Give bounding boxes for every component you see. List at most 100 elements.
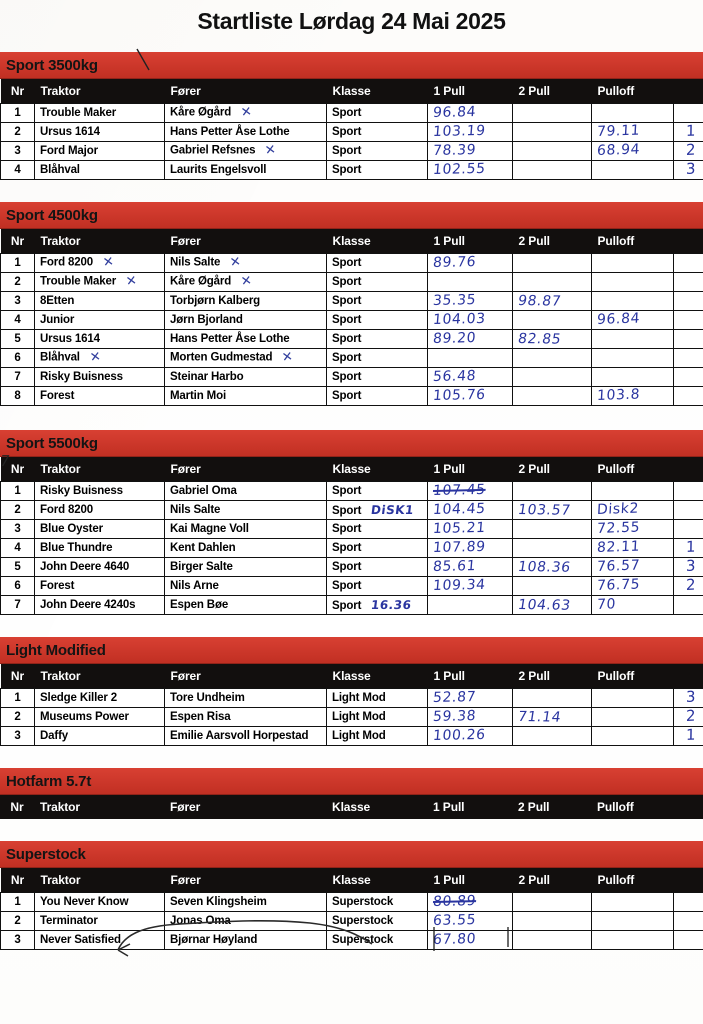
col-header-pull1: 1 Pull: [427, 78, 513, 104]
cell-pull2: 98.87: [512, 290, 592, 311]
col-header-forer: Fører: [164, 663, 327, 689]
handwritten-time: 71.14: [516, 708, 563, 726]
klasse-label: Sport: [332, 522, 362, 535]
results-table: Nr Traktor Fører Klasse 1 Pull 2 Pull Pulloff 1…: [0, 78, 703, 180]
forer-name: Kåre Øgård: [170, 275, 232, 288]
cell-klasse: Sport: [326, 385, 428, 406]
cell-forer: Nils Arne: [164, 575, 327, 596]
cell-klasse: Sport: [326, 140, 428, 161]
cell-pulloff: 96.84: [591, 309, 674, 330]
cell-pulloff: [591, 687, 674, 708]
section-band: Sport 3500kg: [0, 51, 703, 79]
cross-out-icon: ✕: [101, 254, 115, 271]
table-row: 3 Never Satisfied Bjørnar Høyland Superstoc…: [0, 929, 703, 950]
cell-traktor: Trouble Maker ✕: [34, 271, 165, 292]
cell-traktor: Ursus 1614: [34, 121, 165, 142]
cell-klasse: Sport: [326, 480, 428, 501]
section-band: Sport 5500kg: [0, 429, 703, 457]
cell-traktor: Risky Buisness: [34, 480, 165, 501]
cell-pull1: 109.34: [427, 575, 513, 596]
col-header-pulloff: Pulloff: [591, 663, 674, 689]
cell-klasse: Sport DiSK1: [326, 499, 428, 520]
table-row: 2 Ford 8200 Nils Salte Sport DiSK1 104.45 103.…: [0, 499, 703, 520]
cell-klasse: Light Mod: [326, 725, 428, 746]
cell-forer: Gabriel Refsnes ✕: [164, 140, 327, 161]
cell-pulloff: [591, 929, 674, 950]
traktor-name: Forest: [40, 389, 75, 402]
col-header-pull2: 2 Pull: [512, 794, 591, 819]
cell-pull2: [512, 910, 592, 931]
klasse-label: Sport: [332, 541, 362, 554]
col-header-pull1: 1 Pull: [427, 228, 513, 254]
section-gap: [0, 615, 703, 637]
cell-pull2: [512, 725, 592, 746]
cell-nr: 7: [0, 366, 35, 387]
handwritten-time: 52.87: [432, 688, 477, 706]
col-header-traktor: Traktor: [34, 867, 165, 893]
table-header-row: Nr Traktor Fører Klasse 1 Pull 2 Pull Pulloff: [0, 78, 703, 104]
results-table: Nr Traktor Fører Klasse 1 Pull 2 Pull Pulloff 1…: [0, 867, 703, 950]
page-title: Startliste Lørdag 24 Mai 2025: [197, 8, 506, 34]
traktor-name: Ursus 1614: [40, 332, 100, 345]
handwritten-time: 56.48: [432, 367, 477, 385]
forer-name: Steinar Harbo: [170, 370, 244, 383]
cell-pull1: 104.03: [427, 309, 513, 330]
col-header-rank: [673, 228, 703, 254]
cell-forer: Bjørnar Høyland: [164, 929, 327, 950]
results-table: Nr Traktor Fører Klasse 1 Pull 2 Pull Pulloff 1…: [0, 663, 703, 746]
cell-klasse: Superstock: [326, 910, 428, 931]
cell-pulloff: 76.75: [591, 575, 674, 596]
cell-klasse: Sport: [326, 537, 428, 558]
klasse-label: Sport: [332, 332, 362, 345]
col-header-pulloff: Pulloff: [591, 794, 673, 819]
handwritten-time: 98.87: [516, 292, 563, 310]
handwritten-time: 67.80: [432, 930, 477, 948]
cell-pull2: [512, 518, 592, 539]
cell-rank: 2: [673, 575, 703, 596]
cell-traktor: John Deere 4240s: [34, 594, 165, 615]
handwritten-time: 72.55: [596, 519, 641, 537]
section-sport-4500kg: Sport 4500kg Nr Traktor Fører Klasse 1 Pull 2 …: [0, 201, 703, 406]
handwritten-time: 104.03: [432, 310, 487, 328]
section-gap: [0, 406, 703, 430]
handwritten-time: 107.45: [432, 481, 487, 499]
section-hotfarm-5-7t: Hotfarm 5.7t Nr Traktor Fører Klasse 1 Pull 2 …: [0, 767, 703, 819]
table-row: 6 Forest Nils Arne Sport 109.34 76.75 2: [0, 575, 703, 596]
cell-forer: Kent Dahlen: [164, 537, 327, 558]
handwritten-time: 82.85: [516, 330, 563, 348]
forer-name: Tore Undheim: [170, 691, 245, 704]
col-header-pulloff: Pulloff: [591, 78, 674, 104]
table-row: 2 Trouble Maker ✕ Kåre Øgård ✕ Sport: [0, 271, 703, 292]
klasse-label: Sport: [332, 389, 362, 402]
klasse-label: Light Mod: [332, 691, 386, 704]
cell-pull2: [512, 891, 592, 912]
col-header-traktor: Traktor: [34, 456, 165, 482]
cell-pull2: 103.57: [512, 499, 592, 520]
forer-name: Espen Risa: [170, 710, 231, 723]
cell-pulloff: [591, 480, 674, 501]
traktor-name: Trouble Maker: [40, 106, 117, 119]
traktor-name: Risky Buisness: [40, 484, 123, 497]
klasse-label: Sport: [332, 370, 362, 383]
traktor-name: You Never Know: [40, 895, 129, 908]
klasse-label: Sport: [332, 294, 362, 307]
klasse-handwritten-note: DiSK1: [370, 502, 416, 517]
cell-traktor: Junior: [34, 309, 165, 330]
cross-out-icon: ✕: [240, 273, 253, 290]
cell-forer: Seven Klingsheim: [164, 891, 327, 912]
handwritten-time: 70: [596, 595, 617, 613]
cell-klasse: Sport: [326, 290, 428, 311]
cell-nr: 7: [0, 594, 35, 615]
col-header-nr: Nr: [0, 867, 35, 893]
forer-name: Hans Petter Åse Lothe: [170, 125, 290, 138]
traktor-name: Sledge Killer 2: [40, 691, 118, 704]
forer-name: Kåre Øgård: [170, 106, 232, 119]
handwritten-time: 68.94: [596, 141, 641, 159]
cell-klasse: Superstock: [326, 929, 428, 950]
forer-name: Kent Dahlen: [170, 541, 236, 554]
cell-nr: 5: [0, 328, 35, 349]
cell-rank: [673, 385, 703, 406]
table-header-row: Nr Traktor Fører Klasse 1 Pull 2 Pull Pulloff: [0, 456, 703, 482]
cell-pulloff: 70: [591, 594, 674, 615]
handwritten-time: Disk2: [596, 500, 640, 518]
